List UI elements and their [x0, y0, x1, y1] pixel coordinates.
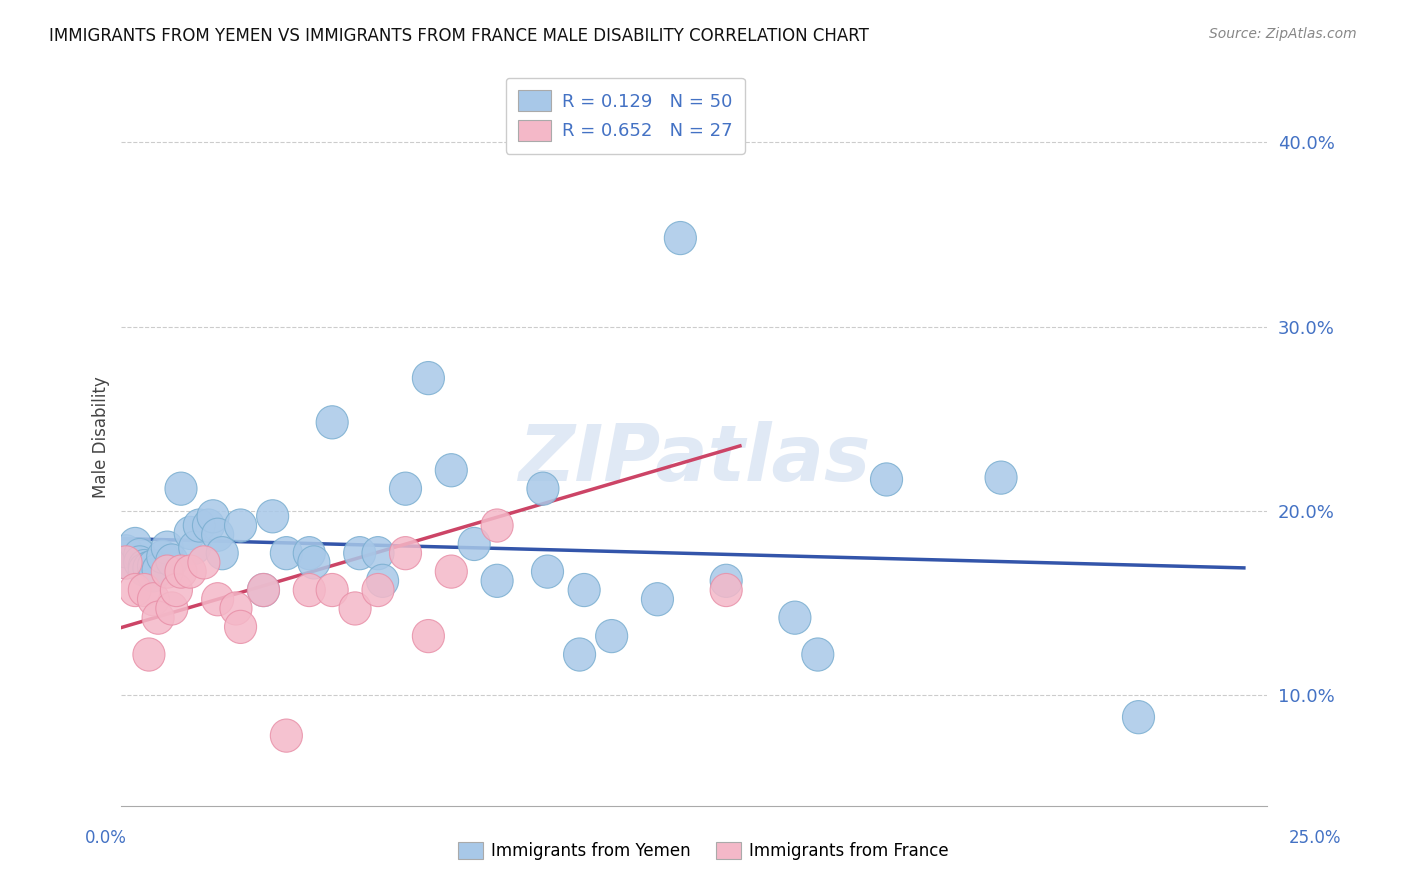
Ellipse shape	[367, 565, 399, 598]
Text: ZIPatlas: ZIPatlas	[517, 421, 870, 497]
Ellipse shape	[481, 565, 513, 598]
Ellipse shape	[294, 574, 325, 607]
Ellipse shape	[641, 111, 673, 145]
Ellipse shape	[568, 574, 600, 607]
Text: 25.0%: 25.0%	[1288, 829, 1341, 847]
Ellipse shape	[361, 537, 394, 570]
Ellipse shape	[270, 719, 302, 752]
Ellipse shape	[201, 518, 233, 551]
Ellipse shape	[124, 539, 156, 572]
Legend: R = 0.129   N = 50, R = 0.652   N = 27: R = 0.129 N = 50, R = 0.652 N = 27	[506, 78, 745, 153]
Ellipse shape	[134, 638, 165, 671]
Ellipse shape	[193, 509, 225, 542]
Ellipse shape	[225, 610, 256, 643]
Ellipse shape	[481, 509, 513, 542]
Ellipse shape	[142, 553, 174, 586]
Ellipse shape	[664, 221, 696, 254]
Y-axis label: Male Disability: Male Disability	[93, 376, 110, 498]
Ellipse shape	[134, 551, 165, 584]
Ellipse shape	[128, 553, 160, 586]
Ellipse shape	[110, 546, 142, 579]
Ellipse shape	[138, 558, 170, 592]
Ellipse shape	[174, 516, 207, 549]
Ellipse shape	[710, 565, 742, 598]
Ellipse shape	[110, 546, 142, 579]
Ellipse shape	[779, 601, 811, 634]
Ellipse shape	[641, 582, 673, 615]
Ellipse shape	[120, 527, 152, 560]
Ellipse shape	[436, 555, 467, 588]
Ellipse shape	[152, 531, 183, 565]
Ellipse shape	[596, 620, 627, 653]
Ellipse shape	[389, 472, 422, 505]
Ellipse shape	[389, 537, 422, 570]
Text: Source: ZipAtlas.com: Source: ZipAtlas.com	[1209, 27, 1357, 41]
Ellipse shape	[207, 537, 238, 570]
Ellipse shape	[110, 534, 142, 568]
Text: 0.0%: 0.0%	[84, 829, 127, 847]
Ellipse shape	[225, 509, 256, 542]
Ellipse shape	[1122, 700, 1154, 734]
Ellipse shape	[138, 582, 170, 615]
Ellipse shape	[801, 638, 834, 671]
Ellipse shape	[165, 555, 197, 588]
Ellipse shape	[174, 555, 207, 588]
Ellipse shape	[870, 463, 903, 496]
Ellipse shape	[152, 555, 183, 588]
Ellipse shape	[270, 537, 302, 570]
Ellipse shape	[412, 620, 444, 653]
Ellipse shape	[179, 531, 211, 565]
Ellipse shape	[188, 546, 219, 579]
Ellipse shape	[201, 582, 233, 615]
Ellipse shape	[128, 549, 160, 582]
Ellipse shape	[564, 638, 596, 671]
Ellipse shape	[339, 592, 371, 625]
Ellipse shape	[361, 574, 394, 607]
Ellipse shape	[197, 500, 229, 533]
Ellipse shape	[124, 546, 156, 579]
Ellipse shape	[436, 454, 467, 487]
Ellipse shape	[531, 555, 564, 588]
Ellipse shape	[247, 574, 280, 607]
Ellipse shape	[247, 574, 280, 607]
Ellipse shape	[316, 406, 349, 439]
Ellipse shape	[343, 537, 375, 570]
Ellipse shape	[316, 574, 349, 607]
Ellipse shape	[142, 601, 174, 634]
Ellipse shape	[986, 461, 1017, 494]
Text: IMMIGRANTS FROM YEMEN VS IMMIGRANTS FROM FRANCE MALE DISABILITY CORRELATION CHAR: IMMIGRANTS FROM YEMEN VS IMMIGRANTS FROM…	[49, 27, 869, 45]
Ellipse shape	[298, 546, 330, 579]
Ellipse shape	[138, 549, 170, 582]
Ellipse shape	[128, 574, 160, 607]
Ellipse shape	[458, 527, 491, 560]
Ellipse shape	[156, 544, 188, 577]
Ellipse shape	[156, 592, 188, 625]
Ellipse shape	[146, 541, 179, 574]
Ellipse shape	[183, 509, 215, 542]
Ellipse shape	[294, 537, 325, 570]
Ellipse shape	[710, 574, 742, 607]
Legend: Immigrants from Yemen, Immigrants from France: Immigrants from Yemen, Immigrants from F…	[447, 832, 959, 871]
Ellipse shape	[120, 574, 152, 607]
Ellipse shape	[219, 592, 252, 625]
Ellipse shape	[527, 472, 560, 505]
Ellipse shape	[412, 361, 444, 394]
Ellipse shape	[165, 472, 197, 505]
Ellipse shape	[160, 574, 193, 607]
Ellipse shape	[256, 500, 288, 533]
